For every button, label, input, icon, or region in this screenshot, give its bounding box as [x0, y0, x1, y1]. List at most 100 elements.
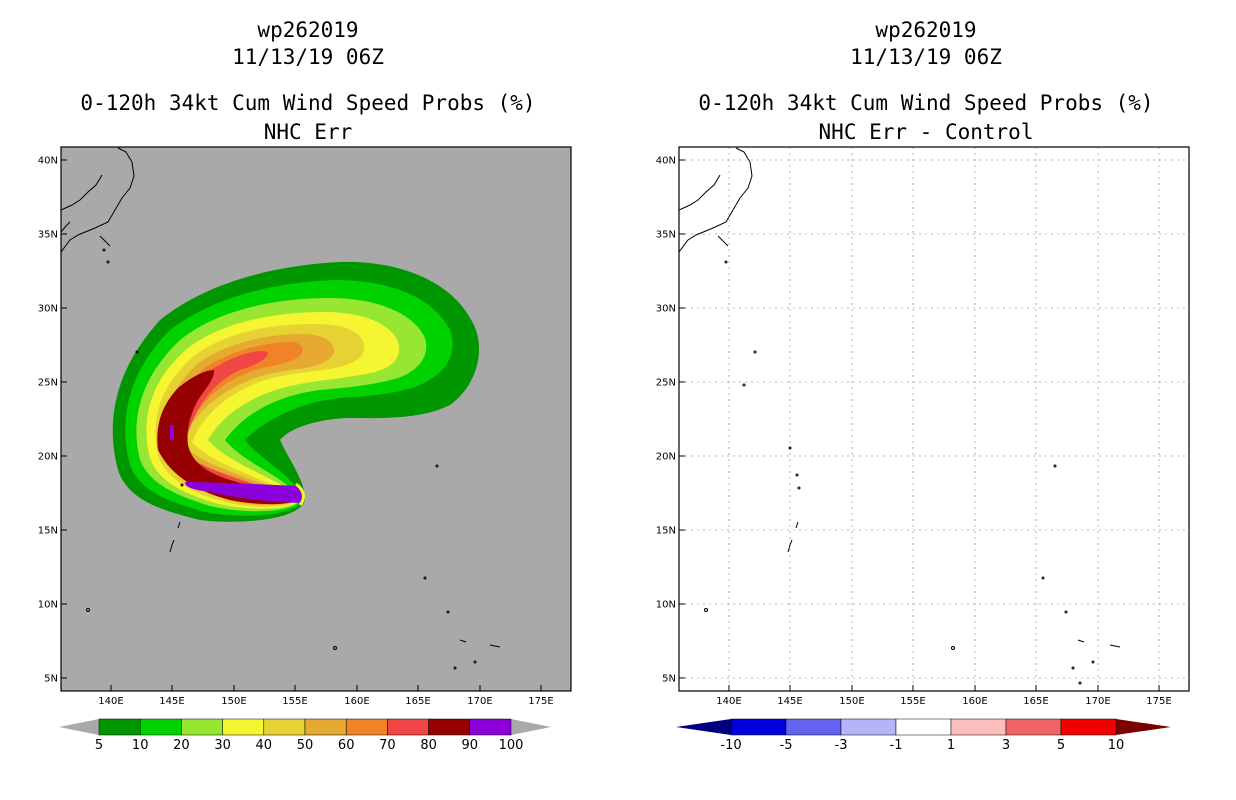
colorbar-swatch: [139, 718, 182, 736]
colorbar-swatch: [1005, 718, 1062, 736]
lon-tick-label: 145E: [777, 696, 802, 707]
left-map-panel: 40N 35N 30N 25N 20N 15N 10N 5N 140E 145E 150E 155E…: [38, 146, 572, 707]
lon-tick-label: 155E: [900, 696, 925, 707]
colorbar-label: -10: [720, 738, 741, 753]
colorbar-swatch: [428, 718, 471, 736]
colorbar-label: -5: [780, 738, 793, 753]
colorbar-label: 50: [297, 738, 314, 753]
colorbar-label: 40: [256, 738, 273, 753]
left-storm-id: wp262019: [257, 18, 359, 42]
lat-tick-label: 40N: [38, 156, 58, 167]
lon-tick-label: 145E: [159, 696, 184, 707]
colorbar-under-triangle: [59, 719, 99, 735]
lon-tick-label: 155E: [282, 696, 307, 707]
lat-tick-label: 35N: [656, 230, 676, 241]
lat-tick-label: 30N: [38, 304, 58, 315]
colorbar-swatch: [263, 718, 306, 736]
lon-tick-label: 140E: [98, 696, 123, 707]
swath-band-90: [185, 482, 304, 503]
left-subtitle: NHC Err: [263, 120, 353, 144]
left-product-title: 0-120h 34kt Cum Wind Speed Probs (%): [80, 91, 536, 115]
lat-tick-label: 20N: [656, 452, 676, 463]
colorbar-label: 80: [420, 738, 437, 753]
colorbar-swatch: [469, 718, 512, 736]
right-map-background: [679, 147, 1189, 691]
right-map-panel: 40N 35N 30N 25N 20N 15N 10N 5N 140E 145E 150E 155E…: [656, 146, 1190, 707]
left-map-frame: [60, 146, 572, 692]
colorbar-swatch: [304, 718, 347, 736]
swath-band-80: [157, 370, 300, 505]
colorbar-swatch: [222, 718, 265, 736]
lat-tick-label: 15N: [38, 526, 58, 537]
right-lat-axis: 40N 35N 30N 25N 20N 15N 10N 5N: [656, 156, 685, 685]
swath-band-70: [176, 350, 298, 503]
colorbar-swatch: [730, 718, 787, 736]
lon-tick-label: 160E: [962, 696, 987, 707]
lat-tick-label: 25N: [656, 378, 676, 389]
right-datetime: 11/13/19 06Z: [850, 45, 1002, 69]
colorbar-swatch: [840, 718, 897, 736]
lon-tick-label: 175E: [528, 696, 553, 707]
lat-tick-label: 20N: [38, 452, 58, 463]
colorbar-swatch: [345, 718, 388, 736]
right-coastlines: [679, 147, 1121, 685]
swath-band-90-west: [170, 425, 174, 440]
lat-tick-label: 10N: [656, 600, 676, 611]
lon-tick-label: 165E: [405, 696, 430, 707]
colorbar-over-triangle: [1116, 719, 1171, 735]
lat-tick-label: 5N: [662, 674, 676, 685]
colorbar-label: 5: [95, 738, 103, 753]
colorbar-label: -3: [835, 738, 848, 753]
right-colorbar: -10 -5 -3 -1 1 3 5 10: [676, 718, 1171, 753]
lat-tick-label: 10N: [38, 600, 58, 611]
lon-tick-label: 165E: [1023, 696, 1048, 707]
colorbar-swatch: [98, 718, 141, 736]
right-subtitle: NHC Err - Control: [818, 120, 1034, 144]
lat-tick-label: 30N: [656, 304, 676, 315]
lon-tick-label: 175E: [1146, 696, 1171, 707]
right-gridlines: [679, 147, 1189, 691]
lon-tick-label: 160E: [344, 696, 369, 707]
lat-tick-label: 15N: [656, 526, 676, 537]
colorbar-label: 30: [214, 738, 231, 753]
lat-tick-label: 35N: [38, 230, 58, 241]
left-datetime: 11/13/19 06Z: [232, 45, 384, 69]
swath-band-100-edge: [295, 482, 305, 506]
lat-tick-label: 25N: [38, 378, 58, 389]
colorbar-label: 100: [499, 738, 524, 753]
colorbar-over-triangle: [511, 719, 551, 735]
left-colorbar: 5 10 20 30 40 50 60 70 80 90 100: [59, 718, 551, 753]
colorbar-swatch: [785, 718, 842, 736]
right-map-frame: [678, 146, 1190, 692]
lon-tick-label: 140E: [716, 696, 741, 707]
colorbar-label: -1: [890, 738, 903, 753]
lat-tick-label: 5N: [44, 674, 58, 685]
colorbar-swatch: [387, 718, 429, 736]
colorbar-label: 10: [132, 738, 149, 753]
colorbar-label: 70: [379, 738, 396, 753]
lon-tick-label: 170E: [467, 696, 492, 707]
left-coastlines: [61, 147, 501, 670]
colorbar-label: 90: [462, 738, 479, 753]
lon-tick-label: 150E: [221, 696, 246, 707]
colorbar-label: 10: [1108, 738, 1125, 753]
left-probability-swath: [112, 261, 480, 522]
colorbar-label: 20: [173, 738, 190, 753]
right-storm-id: wp262019: [875, 18, 977, 42]
right-lon-axis: 140E 145E 150E 155E 160E 165E 170E 175E: [716, 685, 1172, 707]
colorbar-label: 5: [1057, 738, 1065, 753]
colorbar-swatch: [181, 718, 223, 736]
lon-tick-label: 150E: [839, 696, 864, 707]
colorbar-label: 3: [1002, 738, 1010, 753]
left-lon-axis: 140E 145E 150E 155E 160E 165E 170E 175E: [98, 685, 554, 707]
right-product-title: 0-120h 34kt Cum Wind Speed Probs (%): [698, 91, 1154, 115]
colorbar-swatch: [895, 718, 952, 736]
colorbar-swatch: [1060, 718, 1117, 736]
lon-tick-label: 170E: [1085, 696, 1110, 707]
colorbar-under-triangle: [676, 719, 731, 735]
lat-tick-label: 40N: [656, 156, 676, 167]
left-lat-axis: 40N 35N 30N 25N 20N 15N 10N 5N: [38, 156, 67, 685]
colorbar-swatch: [950, 718, 1007, 736]
colorbar-label: 1: [947, 738, 955, 753]
colorbar-label: 60: [338, 738, 355, 753]
